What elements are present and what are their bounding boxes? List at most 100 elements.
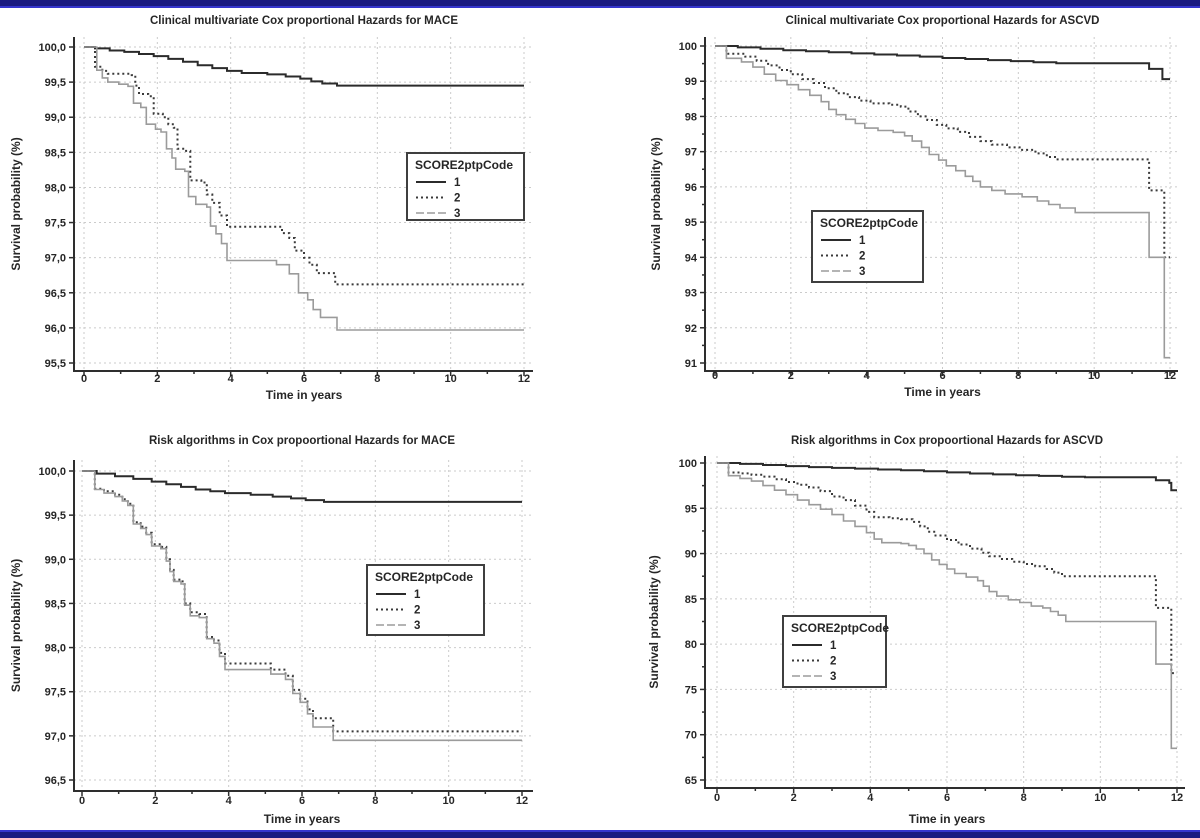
x-tick-label: 10 bbox=[445, 373, 457, 385]
x-tick-label: 4 bbox=[228, 373, 235, 385]
tick-labels: 100,0 99,5 99,0 98,5 98,0 97,5 97,0 96,5 0 2 4 6 8 10… bbox=[38, 466, 528, 807]
top-bar-accent-stripe bbox=[0, 6, 1200, 8]
gridlines bbox=[74, 37, 533, 371]
legend: SCORE2ptpCode 1 2 3 bbox=[366, 564, 485, 636]
chart-title: Risk algorithms in Cox propoortional Haz… bbox=[149, 435, 455, 447]
y-axis-label: Survival probability (%) bbox=[647, 555, 661, 688]
legend-entry-label: 3 bbox=[454, 208, 460, 220]
series-line-1 bbox=[84, 46, 524, 87]
x-tick-label: 12 bbox=[1164, 370, 1176, 382]
tick-labels: 100,0 99,5 99,0 98,5 98,0 97,5 97,0 96,5 96,0 95,… bbox=[38, 42, 530, 385]
x-tick-label: 12 bbox=[1171, 792, 1183, 804]
legend-entry-label: 1 bbox=[414, 589, 421, 601]
y-tick-label: 90 bbox=[685, 549, 697, 561]
x-tick-label: 0 bbox=[79, 795, 85, 807]
y-tick-label: 99,0 bbox=[45, 112, 66, 124]
series-line-2 bbox=[84, 46, 524, 286]
tick-marks bbox=[69, 46, 525, 376]
y-tick-label: 99 bbox=[685, 76, 697, 88]
legend-title: SCORE2ptpCode bbox=[415, 158, 513, 172]
axes bbox=[704, 37, 1178, 372]
chart-clinical-mace: 100,0 99,5 99,0 98,5 98,0 97,5 97,0 96,5 96,0 95,… bbox=[9, 15, 533, 402]
x-tick-label: 2 bbox=[791, 792, 797, 804]
y-tick-label: 93 bbox=[685, 288, 697, 300]
legend-entry-label: 2 bbox=[454, 193, 460, 205]
legend-entry-label: 1 bbox=[830, 640, 837, 652]
legend-entry-label: 3 bbox=[414, 620, 420, 632]
legend-box bbox=[782, 615, 887, 688]
legend-title: SCORE2ptpCode bbox=[375, 570, 473, 584]
y-tick-label: 92 bbox=[685, 323, 697, 335]
legend-title: SCORE2ptpCode bbox=[791, 621, 889, 635]
series-line-3 bbox=[84, 46, 524, 331]
legend-entry-label: 3 bbox=[830, 671, 836, 683]
y-tick-label: 98 bbox=[685, 111, 697, 123]
tick-marks bbox=[700, 462, 1178, 793]
axes bbox=[73, 460, 533, 792]
y-tick-label: 95 bbox=[685, 217, 697, 229]
x-axis-label: Time in years bbox=[264, 812, 341, 826]
y-tick-label: 100 bbox=[679, 41, 697, 53]
y-tick-label: 97 bbox=[685, 147, 697, 159]
y-tick-label: 95,5 bbox=[45, 358, 66, 370]
y-axis-label: Survival probability (%) bbox=[649, 137, 663, 270]
y-tick-label: 100,0 bbox=[38, 42, 66, 54]
x-tick-label: 2 bbox=[152, 795, 158, 807]
y-tick-label: 70 bbox=[685, 730, 697, 742]
legend-entry-label: 2 bbox=[830, 656, 836, 668]
top-bar-navy-stripe bbox=[0, 0, 1200, 6]
y-tick-label: 98,5 bbox=[45, 147, 66, 159]
y-tick-label: 99,0 bbox=[45, 554, 66, 566]
tick-marks bbox=[700, 45, 1171, 376]
x-tick-label: 12 bbox=[516, 795, 528, 807]
legend-entry-label: 2 bbox=[414, 605, 420, 617]
y-tick-label: 96,0 bbox=[45, 323, 66, 335]
bottom-bar-navy-stripe bbox=[0, 832, 1200, 838]
x-tick-label: 2 bbox=[154, 373, 160, 385]
legend-entry-label: 1 bbox=[859, 235, 866, 247]
y-tick-label: 91 bbox=[685, 358, 697, 370]
legend-box bbox=[406, 152, 525, 221]
y-tick-label: 95 bbox=[685, 503, 697, 515]
x-tick-label: 6 bbox=[944, 792, 950, 804]
legend-box bbox=[366, 564, 485, 636]
y-tick-label: 80 bbox=[685, 639, 697, 651]
bottom-border-bar bbox=[0, 830, 1200, 838]
x-axis-label: Time in years bbox=[266, 388, 343, 402]
x-axis-label: Time in years bbox=[904, 385, 981, 399]
y-axis-label: Survival probability (%) bbox=[9, 137, 23, 270]
y-tick-label: 98,0 bbox=[45, 182, 66, 194]
legend: SCORE2ptpCode 1 2 3 bbox=[782, 615, 889, 688]
x-tick-label: 12 bbox=[518, 373, 530, 385]
axes bbox=[73, 37, 533, 372]
y-tick-label: 97,0 bbox=[45, 253, 66, 265]
legend-box bbox=[811, 210, 924, 283]
axes bbox=[704, 456, 1185, 789]
y-tick-label: 75 bbox=[685, 684, 697, 696]
y-tick-label: 97,0 bbox=[45, 731, 66, 743]
y-tick-label: 98,0 bbox=[45, 643, 66, 655]
series-line-1 bbox=[717, 462, 1177, 492]
y-tick-label: 96,5 bbox=[45, 288, 66, 300]
bottom-bar-accent-stripe bbox=[0, 830, 1200, 832]
top-border-bar bbox=[0, 0, 1200, 8]
x-tick-label: 6 bbox=[301, 373, 307, 385]
x-tick-label: 8 bbox=[1015, 370, 1021, 382]
gridlines bbox=[74, 460, 533, 791]
y-tick-label: 99,5 bbox=[45, 510, 66, 522]
x-tick-label: 2 bbox=[788, 370, 794, 382]
x-tick-label: 6 bbox=[299, 795, 305, 807]
y-tick-label: 96 bbox=[685, 182, 697, 194]
x-tick-label: 6 bbox=[939, 370, 945, 382]
x-tick-label: 0 bbox=[81, 373, 87, 385]
y-tick-label: 97,5 bbox=[45, 218, 66, 230]
y-tick-label: 97,5 bbox=[45, 687, 66, 699]
legend-title: SCORE2ptpCode bbox=[820, 216, 918, 230]
legend: SCORE2ptpCode 1 2 3 bbox=[406, 152, 525, 221]
y-tick-label: 85 bbox=[685, 594, 697, 606]
legend-entry-label: 1 bbox=[454, 177, 461, 189]
